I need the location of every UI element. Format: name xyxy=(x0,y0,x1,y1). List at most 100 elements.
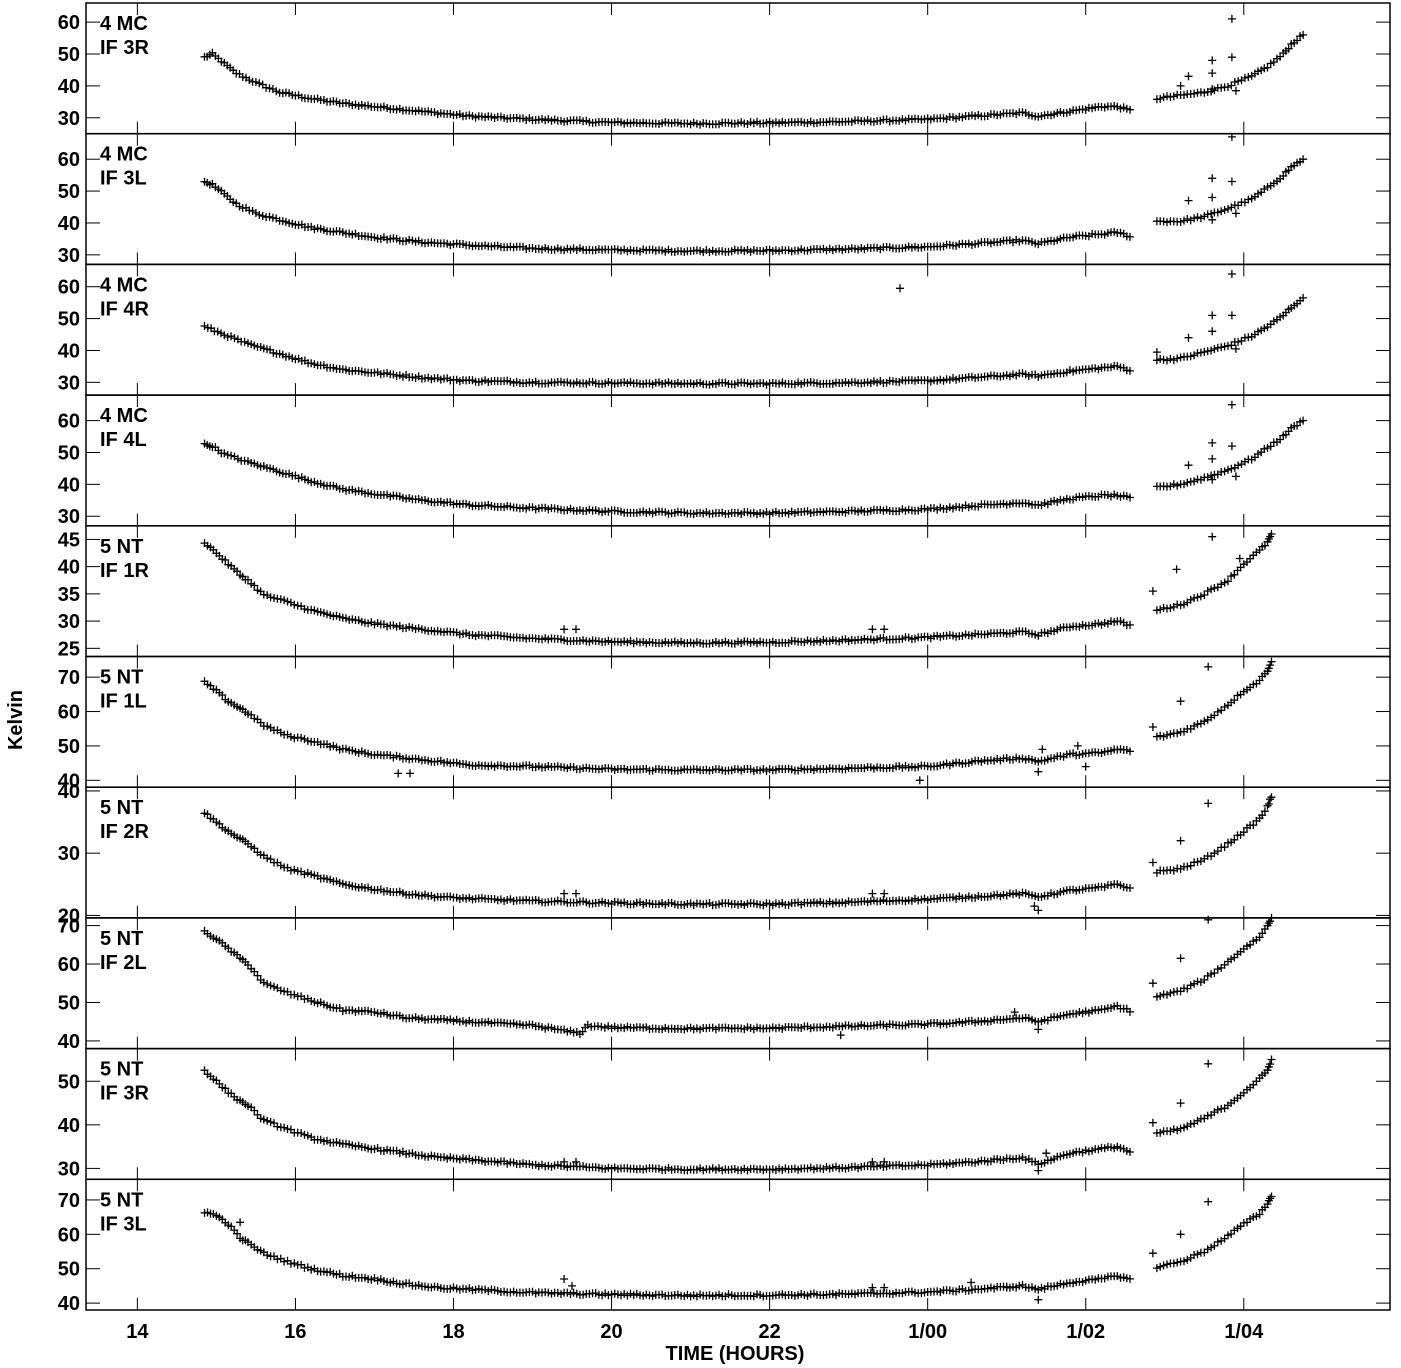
y-tick-label: 50 xyxy=(58,44,80,66)
outlier-point xyxy=(868,625,877,634)
panel-frame xyxy=(85,1047,1391,1181)
data-point xyxy=(1224,83,1232,91)
outlier-point xyxy=(1073,741,1082,750)
data-point xyxy=(1126,105,1134,114)
y-tick-label: 50 xyxy=(58,442,80,464)
outlier-point xyxy=(1176,697,1185,706)
data-point xyxy=(1244,195,1253,204)
outlier-point xyxy=(1184,72,1193,81)
outlier-point xyxy=(1038,745,1047,754)
data-point xyxy=(251,209,260,217)
outlier-point xyxy=(880,889,889,898)
data-point xyxy=(265,212,274,221)
y-tick-label: 60 xyxy=(58,149,80,171)
data-point xyxy=(1210,345,1219,353)
y-tick-label: 40 xyxy=(58,1115,80,1137)
data-point xyxy=(1176,218,1185,226)
panel-label-if: IF 4L xyxy=(100,429,147,451)
data-point xyxy=(1203,210,1212,219)
outlier-point xyxy=(1172,565,1181,574)
panel-label-band: 5 NT xyxy=(100,536,143,558)
panel-frame xyxy=(85,525,1391,658)
outlier-point xyxy=(572,889,580,898)
outlier-point xyxy=(1227,177,1236,186)
data-point xyxy=(1220,342,1229,351)
y-tick-label: 30 xyxy=(58,108,80,130)
outlier-point xyxy=(1208,215,1217,224)
outlier-point xyxy=(1010,1008,1019,1017)
y-tick-label: 70 xyxy=(58,667,80,689)
y-tick-label: 50 xyxy=(58,1071,80,1093)
outlier-point xyxy=(572,625,580,634)
x-tick-label: 14 xyxy=(126,1321,149,1343)
outlier-point xyxy=(560,1275,569,1283)
outlier-point xyxy=(1227,14,1236,23)
data-point xyxy=(1173,354,1182,363)
panel-label-band: 5 NT xyxy=(100,797,143,819)
data-point xyxy=(1163,356,1171,365)
outlier-point xyxy=(1235,554,1244,563)
data-point xyxy=(1217,343,1226,352)
data-point xyxy=(1244,73,1253,81)
data-point xyxy=(255,210,264,219)
y-axis-title: Kelvin xyxy=(5,690,27,750)
outlier-point xyxy=(1204,1197,1213,1206)
outlier-point xyxy=(868,889,877,898)
panel-label-if: IF 2R xyxy=(100,821,149,843)
data-point xyxy=(258,212,267,220)
data-point xyxy=(1299,30,1308,39)
data-point xyxy=(1234,337,1243,346)
panel-frame xyxy=(85,786,1391,919)
y-tick-label: 50 xyxy=(58,1259,80,1281)
y-tick-label: 30 xyxy=(58,506,80,528)
outlier-point xyxy=(1176,81,1185,90)
panel-label-if: IF 3L xyxy=(100,168,147,190)
outlier-point xyxy=(868,1283,877,1292)
y-tick-label: 60 xyxy=(58,12,80,34)
outlier-point xyxy=(1030,902,1039,911)
data-point xyxy=(1190,214,1199,223)
y-tick-label: 45 xyxy=(58,529,80,551)
outlier-point xyxy=(1208,327,1217,336)
y-tick-label: 30 xyxy=(58,1158,80,1180)
outlier-point xyxy=(560,625,569,634)
y-tick-label: 60 xyxy=(58,277,80,299)
outlier-point xyxy=(915,776,924,785)
panel-label-band: 4 MC xyxy=(100,13,148,35)
y-tick-label: 50 xyxy=(58,181,80,203)
outlier-point xyxy=(406,769,414,778)
y-tick-label: 40 xyxy=(58,340,80,362)
outlier-point xyxy=(1208,69,1217,78)
outlier-point xyxy=(1227,53,1236,62)
y-tick-label: 60 xyxy=(58,411,80,433)
outlier-point xyxy=(1227,400,1236,409)
y-tick-label: 40 xyxy=(58,557,80,579)
outlier-point xyxy=(1208,85,1217,94)
panel-label-if: IF 3R xyxy=(100,37,149,59)
y-tick-label: 70 xyxy=(58,916,80,938)
y-tick-label: 60 xyxy=(58,702,80,724)
outlier-point xyxy=(868,1157,877,1166)
outlier-point xyxy=(1034,1025,1043,1034)
outlier-point xyxy=(1208,438,1217,447)
data-point xyxy=(1279,172,1288,180)
data-point xyxy=(1163,92,1171,101)
data-point xyxy=(1166,354,1175,363)
data-point xyxy=(1190,89,1199,98)
data-point xyxy=(1217,207,1226,216)
y-tick-label: 60 xyxy=(58,954,80,976)
x-tick-label: 20 xyxy=(600,1321,622,1343)
outlier-point xyxy=(967,1278,976,1287)
y-tick-label: 40 xyxy=(58,213,80,235)
outlier-point xyxy=(836,1031,845,1040)
outlier-point xyxy=(1208,56,1217,65)
y-tick-label: 40 xyxy=(58,781,80,803)
